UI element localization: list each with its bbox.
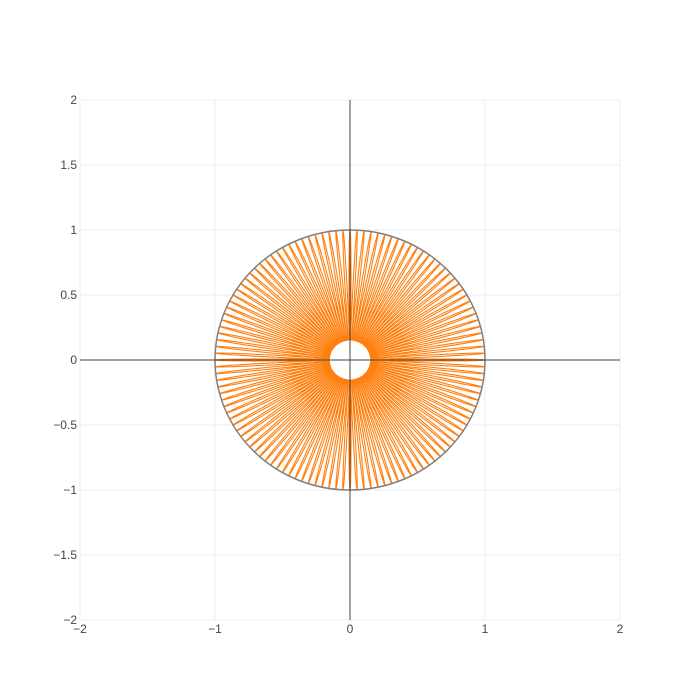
y-tick-label: 0 [70,353,77,367]
y-tick-label: 0.5 [60,288,77,302]
y-tick-label: 1 [70,223,77,237]
x-tick-label: −2 [73,622,87,636]
x-tick-label: 0 [347,622,354,636]
x-tick-label: 1 [482,622,489,636]
x-axis: −2 −1 0 1 2 [73,622,624,636]
x-tick-label: 2 [617,622,624,636]
y-tick-label: −2 [63,613,77,627]
y-tick-label: 2 [70,93,77,107]
y-tick-label: 1.5 [60,158,77,172]
y-tick-label: −1.5 [53,548,77,562]
x-tick-label: −1 [208,622,222,636]
zero-lines [80,100,620,620]
y-tick-label: −0.5 [53,418,77,432]
y-tick-label: −1 [63,483,77,497]
y-axis: −2 −1.5 −1 −0.5 0 0.5 1 1.5 2 [53,93,77,627]
